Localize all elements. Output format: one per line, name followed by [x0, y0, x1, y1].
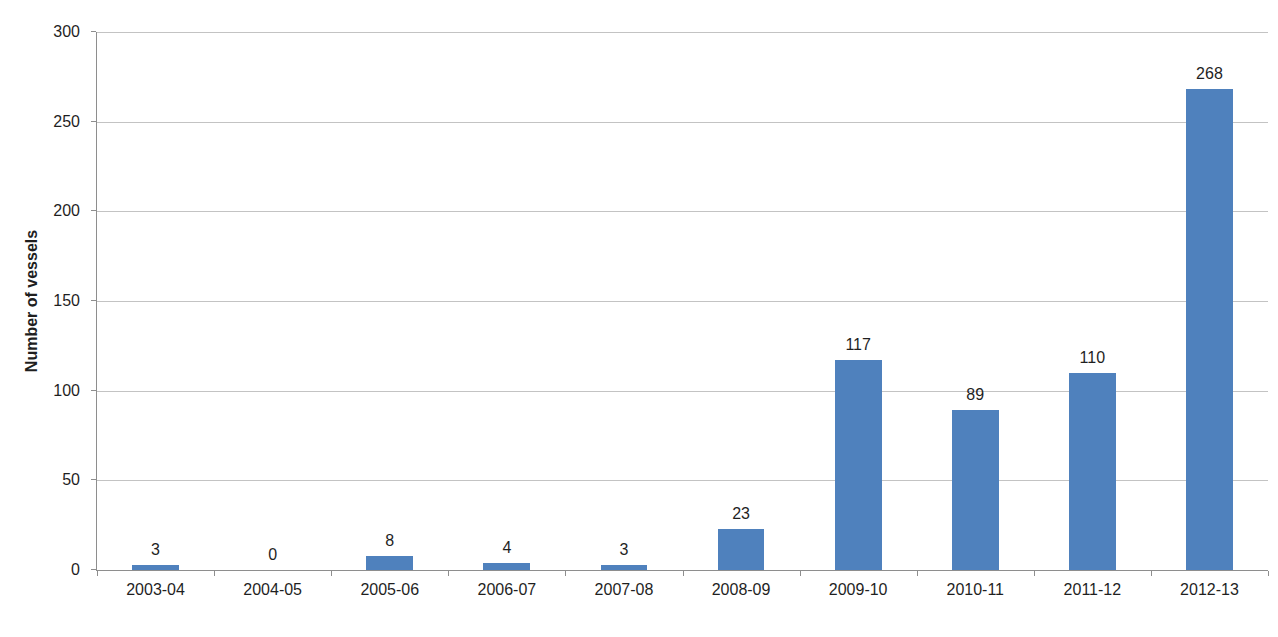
- x-axis-tick-labels: 2003-04 2004-05 2005-06 2006-07 2007-08 2008-…: [97, 581, 1268, 603]
- x-axis-tick-5: [683, 571, 684, 576]
- x-axis-label-2005-06: 2005-06: [360, 581, 419, 599]
- y-axis-tick-300: [91, 31, 96, 32]
- x-axis-label-2007-08: 2007-08: [595, 581, 654, 599]
- x-axis-label-2008-09: 2008-09: [712, 581, 771, 599]
- bar-value-label-2005-06: 8: [385, 532, 394, 550]
- x-axis-tick-2: [331, 571, 332, 576]
- x-axis-tick-8: [1034, 571, 1035, 576]
- gridline-300: [97, 32, 1268, 33]
- y-axis-tick-labels: 050100150200250300: [0, 32, 80, 570]
- y-axis-label-50: 50: [62, 471, 80, 489]
- x-axis-label-2010-11: 2010-11: [946, 581, 1004, 599]
- x-axis-label-2003-04: 2003-04: [126, 581, 185, 599]
- bar-value-label-2004-05: 0: [268, 546, 277, 564]
- x-axis-label-2004-05: 2004-05: [243, 581, 302, 599]
- x-axis-tick-0: [97, 571, 98, 576]
- x-axis-tick-6: [800, 571, 801, 576]
- bar-value-label-2012-13: 268: [1196, 65, 1223, 83]
- bar-value-label-2003-04: 3: [151, 541, 160, 559]
- bar-value-label-2009-10: 117: [845, 336, 871, 354]
- y-axis-tick-100: [91, 390, 96, 391]
- bar-2007-08: [601, 565, 648, 570]
- x-axis-tick-3: [448, 571, 449, 576]
- y-axis-tick-50: [91, 479, 96, 480]
- bar-2011-12: [1069, 373, 1116, 570]
- y-axis-label-200: 200: [53, 202, 80, 220]
- bar-2003-04: [132, 565, 179, 570]
- x-axis-tick-7: [917, 571, 918, 576]
- y-axis-label-100: 100: [53, 382, 80, 400]
- y-axis-tick-150: [91, 300, 96, 301]
- x-axis-tick-10: [1268, 571, 1269, 576]
- bar-value-label-2007-08: 3: [619, 541, 628, 559]
- bar-value-label-2011-12: 110: [1080, 349, 1106, 367]
- x-axis-label-2012-13: 2012-13: [1180, 581, 1239, 599]
- x-axis-tick-9: [1151, 571, 1152, 576]
- x-axis-tick-4: [565, 571, 566, 576]
- x-axis-tick-1: [214, 571, 215, 576]
- bar-2008-09: [718, 529, 765, 570]
- bar-value-label-2010-11: 89: [966, 386, 984, 404]
- bar-2006-07: [483, 563, 530, 570]
- gridline-250: [97, 122, 1268, 123]
- bar-2009-10: [835, 360, 882, 570]
- x-axis-label-2011-12: 2011-12: [1064, 581, 1122, 599]
- x-axis-label-2006-07: 2006-07: [477, 581, 536, 599]
- gridline-150: [97, 301, 1268, 302]
- bar-value-label-2006-07: 4: [502, 539, 511, 557]
- y-axis-tick-250: [91, 121, 96, 122]
- vessels-bar-chart: Number of vessels 050100150200250300 308…: [0, 0, 1278, 637]
- y-axis-tick-200: [91, 210, 96, 211]
- bar-2005-06: [366, 556, 413, 570]
- y-axis-label-250: 250: [53, 113, 80, 131]
- y-axis-tick-0: [91, 569, 96, 570]
- y-axis-label-300: 300: [53, 23, 80, 41]
- bar-2012-13: [1186, 89, 1233, 570]
- y-axis-label-150: 150: [53, 292, 80, 310]
- plot-area: 3 0 8 4 3 23 117 89 110 268: [97, 32, 1268, 570]
- y-axis-label-0: 0: [71, 561, 80, 579]
- gridline-200: [97, 211, 1268, 212]
- bar-2010-11: [952, 410, 999, 570]
- bar-value-label-2008-09: 23: [732, 505, 750, 523]
- x-axis-label-2009-10: 2009-10: [829, 581, 888, 599]
